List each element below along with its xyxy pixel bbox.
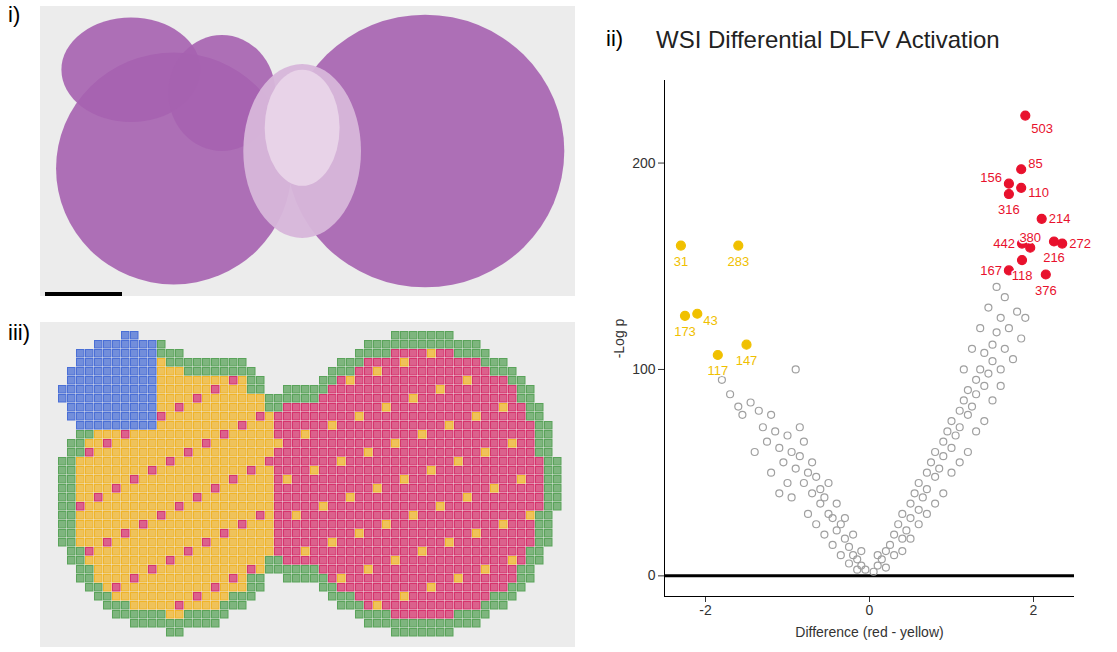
svg-text:0: 0 xyxy=(866,602,874,618)
svg-text:31: 31 xyxy=(674,254,688,269)
svg-text:-Log p: -Log p xyxy=(611,318,627,358)
svg-text:147: 147 xyxy=(736,353,758,368)
svg-text:43: 43 xyxy=(703,313,717,328)
svg-text:173: 173 xyxy=(674,324,696,339)
svg-text:Difference (red - yellow): Difference (red - yellow) xyxy=(795,624,943,640)
html-text:ii): ii) xyxy=(606,26,624,51)
svg-text:216: 216 xyxy=(1043,250,1065,265)
svg-text:iii): iii) xyxy=(8,320,30,345)
svg-text:376: 376 xyxy=(1035,283,1057,298)
svg-text:i): i) xyxy=(8,2,20,27)
html-text:WSI Differential DLFV Activati: WSI Differential DLFV Activation xyxy=(656,26,1000,53)
svg-text:503: 503 xyxy=(1031,121,1053,136)
svg-text:0: 0 xyxy=(648,567,656,583)
svg-text:117: 117 xyxy=(707,363,728,378)
svg-text:316: 316 xyxy=(998,202,1020,217)
svg-text:118: 118 xyxy=(1012,268,1033,283)
svg-text:200: 200 xyxy=(632,155,656,171)
svg-text:156: 156 xyxy=(980,170,1002,185)
svg-text:167: 167 xyxy=(980,263,1002,278)
svg-text:272: 272 xyxy=(1069,236,1091,251)
svg-text:100: 100 xyxy=(632,361,656,377)
svg-text:380: 380 xyxy=(1019,230,1041,245)
svg-text:214: 214 xyxy=(1049,211,1071,226)
svg-text:442: 442 xyxy=(993,236,1015,251)
svg-text:110: 110 xyxy=(1028,185,1049,200)
svg-text:85: 85 xyxy=(1028,156,1042,171)
svg-text:283: 283 xyxy=(727,254,749,269)
svg-text:-2: -2 xyxy=(699,602,712,618)
svg-text:2: 2 xyxy=(1030,602,1038,618)
